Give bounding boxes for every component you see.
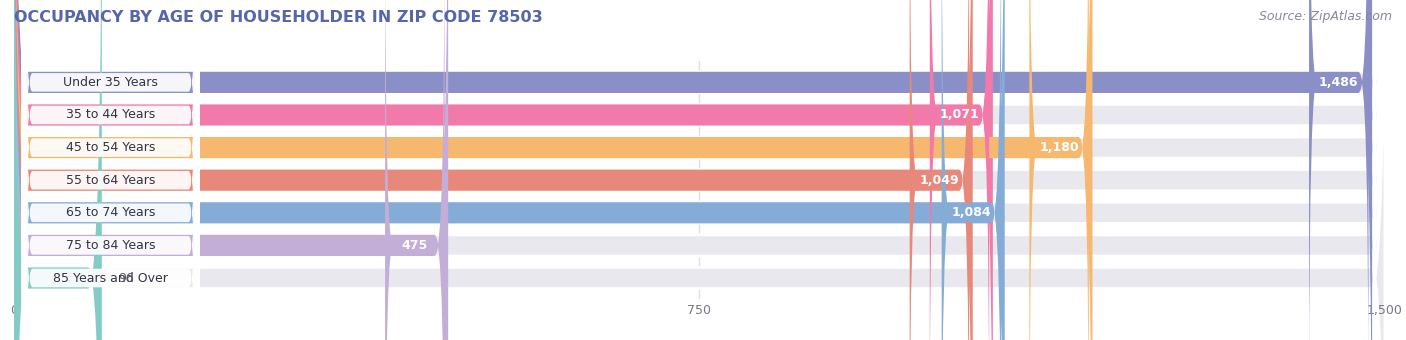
FancyBboxPatch shape: [21, 0, 200, 340]
Text: 65 to 74 Years: 65 to 74 Years: [66, 206, 155, 219]
Text: 1,486: 1,486: [1319, 76, 1358, 89]
FancyBboxPatch shape: [14, 0, 973, 340]
FancyBboxPatch shape: [385, 0, 444, 340]
FancyBboxPatch shape: [14, 0, 1005, 340]
Text: 96: 96: [118, 272, 134, 285]
Text: OCCUPANCY BY AGE OF HOUSEHOLDER IN ZIP CODE 78503: OCCUPANCY BY AGE OF HOUSEHOLDER IN ZIP C…: [14, 10, 543, 25]
Text: 85 Years and Over: 85 Years and Over: [53, 272, 167, 285]
Text: 45 to 54 Years: 45 to 54 Years: [66, 141, 155, 154]
FancyBboxPatch shape: [14, 0, 1385, 340]
FancyBboxPatch shape: [929, 0, 990, 340]
FancyBboxPatch shape: [14, 0, 101, 340]
Text: 35 to 44 Years: 35 to 44 Years: [66, 108, 155, 121]
FancyBboxPatch shape: [1029, 0, 1088, 340]
FancyBboxPatch shape: [14, 0, 1385, 340]
FancyBboxPatch shape: [14, 0, 1372, 340]
FancyBboxPatch shape: [14, 0, 1385, 340]
FancyBboxPatch shape: [1309, 0, 1368, 340]
FancyBboxPatch shape: [14, 0, 1385, 340]
FancyBboxPatch shape: [21, 0, 200, 340]
Text: 1,084: 1,084: [952, 206, 991, 219]
FancyBboxPatch shape: [14, 0, 1385, 340]
FancyBboxPatch shape: [14, 0, 1092, 340]
Text: Under 35 Years: Under 35 Years: [63, 76, 157, 89]
Text: 1,049: 1,049: [920, 174, 959, 187]
Text: Source: ZipAtlas.com: Source: ZipAtlas.com: [1258, 10, 1392, 23]
Text: 475: 475: [402, 239, 427, 252]
Text: 75 to 84 Years: 75 to 84 Years: [66, 239, 155, 252]
Text: 1,071: 1,071: [939, 108, 980, 121]
FancyBboxPatch shape: [21, 0, 200, 340]
FancyBboxPatch shape: [942, 0, 1001, 340]
FancyBboxPatch shape: [21, 0, 200, 340]
Text: 1,180: 1,180: [1039, 141, 1078, 154]
FancyBboxPatch shape: [14, 0, 1385, 340]
FancyBboxPatch shape: [14, 0, 993, 340]
FancyBboxPatch shape: [21, 0, 200, 340]
FancyBboxPatch shape: [14, 0, 1385, 340]
FancyBboxPatch shape: [21, 0, 200, 340]
FancyBboxPatch shape: [14, 0, 449, 340]
FancyBboxPatch shape: [910, 0, 969, 340]
Text: 55 to 64 Years: 55 to 64 Years: [66, 174, 155, 187]
FancyBboxPatch shape: [21, 0, 200, 340]
